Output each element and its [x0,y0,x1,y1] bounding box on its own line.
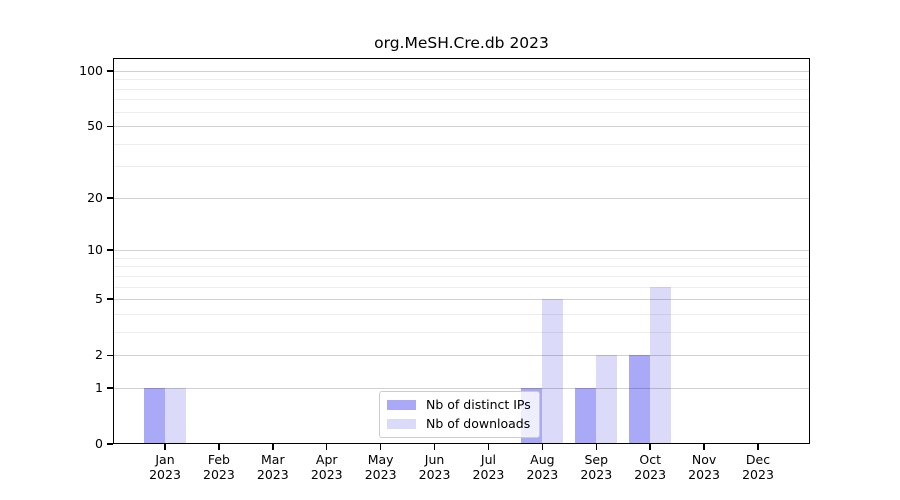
minor-gridline [114,166,809,168]
bar-downloads [650,286,672,444]
bar-downloads [596,355,618,444]
y-tick [107,354,113,356]
x-tick-label: Oct 2023 [634,452,667,482]
bar-downloads [542,299,564,444]
y-tick-label: 5 [95,291,103,307]
major-gridline [114,126,809,128]
x-tick [595,444,597,450]
y-tick [107,298,113,300]
bar-distinct-ips [575,387,597,444]
x-tick [326,444,328,450]
x-tick-label: Jan 2023 [149,452,181,482]
x-tick [541,444,544,450]
legend: Nb of distinct IPs Nb of downloads [379,391,540,438]
x-tick-label: Apr 2023 [310,452,343,482]
x-tick-label: Nov 2023 [688,452,720,482]
distinct-ips-swatch-icon [387,399,416,410]
x-tick-label: Mar 2023 [256,452,289,482]
x-tick [379,444,382,450]
x-tick-label: May 2023 [364,452,397,482]
major-gridline [114,387,809,389]
x-tick-label: Jun 2023 [418,452,451,482]
minor-gridline [114,331,809,333]
major-gridline [114,197,809,199]
x-tick [649,444,651,450]
y-tick-label: 50 [87,118,103,134]
x-tick [703,444,705,450]
x-tick [218,444,220,450]
downloads-swatch-icon [387,418,416,429]
legend-row-downloads: Nb of downloads [387,416,531,431]
x-tick-label: Aug 2023 [526,452,559,482]
y-tick-label: 100 [79,63,103,78]
minor-gridline [114,266,809,268]
y-tick-label: 0 [95,436,103,451]
x-tick-label: Jul 2023 [472,452,505,482]
minor-gridline [114,257,809,259]
minor-gridline [114,286,809,288]
major-gridline [114,355,809,357]
minor-gridline [114,143,809,145]
y-tick [107,443,113,445]
x-tick-label: Sep 2023 [580,452,613,482]
x-tick [272,444,274,450]
major-gridline [114,71,809,72]
bar-distinct-ips [629,355,651,444]
minor-gridline [114,99,809,101]
y-tick [107,70,113,72]
x-tick [164,444,166,450]
legend-row-distinct-ips: Nb of distinct IPs [387,397,531,412]
x-tick [757,444,759,450]
legend-label-downloads: Nb of downloads [426,416,531,431]
bar-distinct-ips [144,387,165,444]
y-tick [107,387,113,389]
x-tick-label: Dec 2023 [742,452,774,482]
bar-downloads [165,387,186,444]
y-tick [107,197,113,199]
y-tick [107,249,113,251]
y-tick-label: 10 [87,242,103,258]
x-tick-label: Feb 2023 [203,452,235,482]
major-gridline [114,299,809,301]
legend-label-distinct-ips: Nb of distinct IPs [426,397,531,412]
x-tick [433,444,436,450]
major-gridline [114,250,809,252]
minor-gridline [114,79,809,81]
y-tick-label: 2 [95,347,103,363]
minor-gridline [114,313,809,315]
y-tick-label: 1 [95,379,103,395]
minor-gridline [114,111,809,113]
y-tick-label: 20 [87,189,103,205]
y-tick [107,125,113,127]
x-tick [487,444,490,450]
minor-gridline [114,275,809,277]
chart-title: org.MeSH.Cre.db 2023 [374,34,549,52]
minor-gridline [114,88,809,90]
